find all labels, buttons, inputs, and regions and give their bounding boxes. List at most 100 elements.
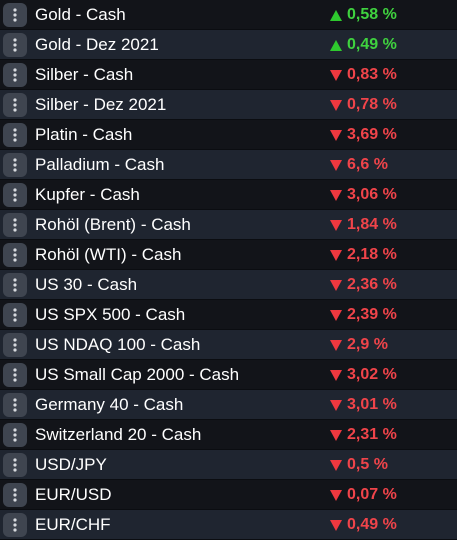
triangle-down-icon — [330, 339, 342, 351]
triangle-down-icon — [330, 429, 342, 441]
change-percent: 3,06 % — [330, 180, 397, 210]
change-value: 6,6 % — [347, 156, 388, 173]
triangle-down-icon — [330, 129, 342, 141]
more-vertical-icon — [13, 158, 17, 172]
instrument-name[interactable]: Germany 40 - Cash — [35, 395, 184, 414]
change-percent: 1,84 % — [330, 210, 397, 240]
instrument-row[interactable]: Kupfer - Cash 3,06 % — [0, 180, 457, 210]
instrument-row[interactable]: Silber - Dez 2021 0,78 % — [0, 90, 457, 120]
instrument-name[interactable]: US Small Cap 2000 - Cash — [35, 365, 240, 384]
more-options-button[interactable] — [3, 363, 27, 387]
more-vertical-icon — [13, 398, 17, 412]
instrument-name[interactable]: Rohöl (Brent) - Cash — [35, 215, 191, 234]
instrument-row[interactable]: Palladium - Cash 6,6 % — [0, 150, 457, 180]
more-vertical-icon — [13, 308, 17, 322]
instrument-row[interactable]: Gold - Cash 0,58 % — [0, 0, 457, 30]
more-options-button[interactable] — [3, 63, 27, 87]
instrument-name[interactable]: EUR/USD — [35, 485, 112, 504]
change-percent: 2,39 % — [330, 300, 397, 330]
more-options-button[interactable] — [3, 303, 27, 327]
instrument-row[interactable]: Silber - Cash 0,83 % — [0, 60, 457, 90]
instrument-row[interactable]: Switzerland 20 - Cash 2,31 % — [0, 420, 457, 450]
change-percent: 0,78 % — [330, 90, 397, 120]
instrument-row[interactable]: US Small Cap 2000 - Cash 3,02 % — [0, 360, 457, 390]
change-value: 3,06 % — [347, 186, 397, 203]
triangle-up-icon — [330, 9, 342, 21]
change-percent: 3,69 % — [330, 120, 397, 150]
instrument-name[interactable]: Gold - Dez 2021 — [35, 35, 159, 54]
more-options-button[interactable] — [3, 393, 27, 417]
more-vertical-icon — [13, 428, 17, 442]
change-percent: 6,6 % — [330, 150, 388, 180]
more-options-button[interactable] — [3, 33, 27, 57]
more-options-button[interactable] — [3, 153, 27, 177]
triangle-down-icon — [330, 459, 342, 471]
change-percent: 0,07 % — [330, 480, 397, 510]
change-value: 2,9 % — [347, 336, 388, 353]
instrument-row[interactable]: US SPX 500 - Cash 2,39 % — [0, 300, 457, 330]
more-options-button[interactable] — [3, 333, 27, 357]
change-percent: 3,01 % — [330, 390, 397, 420]
instrument-name[interactable]: US 30 - Cash — [35, 275, 138, 294]
instrument-row[interactable]: EUR/USD 0,07 % — [0, 480, 457, 510]
more-options-button[interactable] — [3, 183, 27, 207]
change-value: 3,69 % — [347, 126, 397, 143]
instrument-row[interactable]: USD/JPY 0,5 % — [0, 450, 457, 480]
instrument-name[interactable]: USD/JPY — [35, 455, 107, 474]
more-options-button[interactable] — [3, 3, 27, 27]
more-options-button[interactable] — [3, 273, 27, 297]
more-vertical-icon — [13, 518, 17, 532]
triangle-down-icon — [330, 249, 342, 261]
triangle-down-icon — [330, 159, 342, 171]
more-options-button[interactable] — [3, 423, 27, 447]
instrument-name[interactable]: Palladium - Cash — [35, 155, 165, 174]
more-vertical-icon — [13, 68, 17, 82]
instrument-name[interactable]: Kupfer - Cash — [35, 185, 140, 204]
more-vertical-icon — [13, 218, 17, 232]
more-options-button[interactable] — [3, 213, 27, 237]
instrument-name[interactable]: Gold - Cash — [35, 5, 126, 24]
change-value: 3,02 % — [347, 366, 397, 383]
instrument-row[interactable]: Gold - Dez 2021 0,49 % — [0, 30, 457, 60]
more-vertical-icon — [13, 8, 17, 22]
instrument-row[interactable]: US 30 - Cash 2,36 % — [0, 270, 457, 300]
more-vertical-icon — [13, 278, 17, 292]
more-options-button[interactable] — [3, 483, 27, 507]
instrument-name[interactable]: US NDAQ 100 - Cash — [35, 335, 201, 354]
more-vertical-icon — [13, 188, 17, 202]
instrument-row[interactable]: Germany 40 - Cash 3,01 % — [0, 390, 457, 420]
change-percent: 0,49 % — [330, 510, 397, 540]
more-options-button[interactable] — [3, 453, 27, 477]
instrument-name[interactable]: Silber - Dez 2021 — [35, 95, 167, 114]
instrument-name[interactable]: US SPX 500 - Cash — [35, 305, 186, 324]
triangle-down-icon — [330, 399, 342, 411]
more-options-button[interactable] — [3, 243, 27, 267]
instrument-row[interactable]: US NDAQ 100 - Cash 2,9 % — [0, 330, 457, 360]
more-options-button[interactable] — [3, 93, 27, 117]
instrument-name[interactable]: Silber - Cash — [35, 65, 134, 84]
triangle-down-icon — [330, 489, 342, 501]
instrument-name[interactable]: EUR/CHF — [35, 515, 111, 534]
change-value: 0,49 % — [347, 516, 397, 533]
instrument-name[interactable]: Switzerland 20 - Cash — [35, 425, 202, 444]
triangle-down-icon — [330, 189, 342, 201]
change-value: 2,39 % — [347, 306, 397, 323]
instrument-row[interactable]: Platin - Cash 3,69 % — [0, 120, 457, 150]
instrument-row[interactable]: Rohöl (WTI) - Cash 2,18 % — [0, 240, 457, 270]
more-vertical-icon — [13, 488, 17, 502]
change-percent: 2,36 % — [330, 270, 397, 300]
more-options-button[interactable] — [3, 123, 27, 147]
triangle-down-icon — [330, 219, 342, 231]
more-vertical-icon — [13, 338, 17, 352]
change-value: 0,5 % — [347, 456, 388, 473]
instrument-name[interactable]: Platin - Cash — [35, 125, 133, 144]
more-options-button[interactable] — [3, 513, 27, 537]
triangle-down-icon — [330, 309, 342, 321]
triangle-down-icon — [330, 369, 342, 381]
instrument-name[interactable]: Rohöl (WTI) - Cash — [35, 245, 182, 264]
more-vertical-icon — [13, 368, 17, 382]
change-percent: 2,9 % — [330, 330, 388, 360]
instrument-row[interactable]: EUR/CHF 0,49 % — [0, 510, 457, 540]
instrument-row[interactable]: Rohöl (Brent) - Cash 1,84 % — [0, 210, 457, 240]
